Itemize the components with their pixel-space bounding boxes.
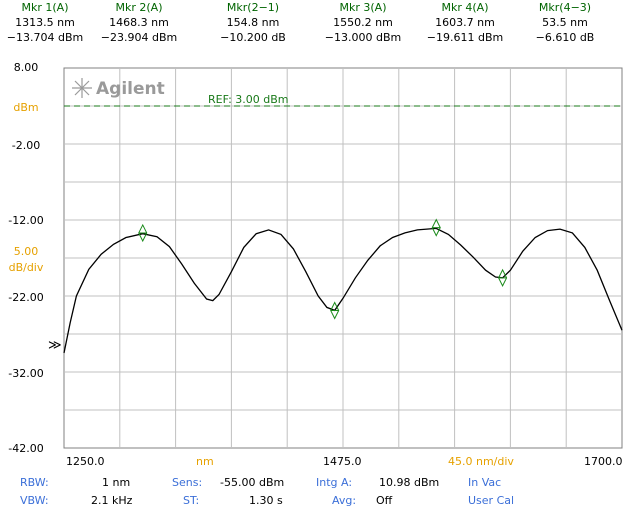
reference-level-label: REF: 3.00 dBm: [208, 93, 289, 106]
marker-4-wavelength: 1603.7 nm: [435, 16, 495, 29]
agilent-logo: Agilent: [72, 78, 165, 99]
marker-3-power: −13.000 dBm: [324, 31, 402, 44]
marker-2-label: Mkr 2(A): [115, 1, 163, 14]
markers-group: [138, 218, 508, 320]
marker-1-power: −13.704 dBm: [6, 31, 84, 44]
vbw-label: VBW:: [20, 494, 49, 507]
marker-delta-43-label: Mkr(4−3): [538, 1, 592, 14]
marker-4-diamond-icon[interactable]: [498, 268, 508, 287]
vacuum-mode[interactable]: In Vac: [468, 476, 502, 489]
y-axis-scale-unit: dB/div: [8, 261, 44, 274]
y-axis-label-minus2: -2.00: [11, 139, 41, 152]
marker-delta-21-readout[interactable]: Mkr(2−1) 154.8 nm −10.200 dB: [208, 0, 298, 45]
y-axis-label-minus32: -32.00: [8, 367, 44, 380]
sensitivity-label: Sens:: [172, 476, 203, 489]
vbw-value[interactable]: 2.1 kHz: [91, 494, 133, 507]
x-axis-unit-label: nm: [196, 455, 214, 468]
marker-2-diamond-icon[interactable]: [330, 301, 340, 320]
rbw-value[interactable]: 1 nm: [102, 476, 131, 489]
reference-arrow-icon: ≫: [48, 338, 62, 353]
marker-1-diamond-icon[interactable]: [138, 223, 148, 243]
x-axis-span-label: 45.0 nm/div: [448, 455, 514, 468]
sweep-time-label: ST:: [183, 494, 200, 507]
average-label: Avg:: [332, 494, 357, 507]
y-axis-label-minus22: -22.00: [8, 291, 44, 304]
marker-1-wavelength: 1313.5 nm: [15, 16, 75, 29]
integral-label: Intg A:: [316, 476, 353, 489]
marker-delta-43-wavelength: 53.5 nm: [542, 16, 588, 29]
x-axis-center-label: 1475.0: [323, 455, 362, 468]
y-axis-top-label: 8.00: [13, 61, 39, 74]
marker-4-power: −19.611 dBm: [426, 31, 504, 44]
marker-1-readout[interactable]: Mkr 1(A) 1313.5 nm −13.704 dBm: [0, 0, 90, 45]
y-axis-scale-value: 5.00: [13, 245, 39, 258]
marker-delta-21-wavelength: 154.8 nm: [226, 16, 280, 29]
y-axis-label-minus12: -12.00: [8, 214, 44, 227]
marker-delta-21-power: −10.200 dB: [220, 31, 286, 44]
marker-2-power: −23.904 dBm: [100, 31, 178, 44]
x-axis-start-label: 1250.0: [66, 455, 105, 468]
marker-2-readout[interactable]: Mkr 2(A) 1468.3 nm −23.904 dBm: [94, 0, 184, 45]
rbw-label: RBW:: [20, 476, 49, 489]
sweep-time-value[interactable]: 1.30 s: [249, 494, 283, 507]
marker-3-label: Mkr 3(A): [339, 1, 387, 14]
marker-2-wavelength: 1468.3 nm: [109, 16, 169, 29]
marker-delta-43-power: −6.610 dB: [535, 31, 595, 44]
marker-1-label: Mkr 1(A): [21, 1, 69, 14]
marker-4-readout[interactable]: Mkr 4(A) 1603.7 nm −19.611 dBm: [420, 0, 510, 45]
agilent-spark-icon: [72, 78, 92, 98]
y-axis-bottom-label: -42.00: [8, 442, 44, 455]
integral-value[interactable]: 10.98 dBm: [379, 476, 440, 489]
marker-3-readout[interactable]: Mkr 3(A) 1550.2 nm −13.000 dBm: [318, 0, 408, 45]
marker-delta-21-label: Mkr(2−1): [226, 1, 280, 14]
x-axis-end-label: 1700.0: [584, 455, 623, 468]
average-value[interactable]: Off: [376, 494, 393, 507]
marker-4-label: Mkr 4(A): [441, 1, 489, 14]
calibration-mode[interactable]: User Cal: [468, 494, 515, 507]
marker-3-diamond-icon[interactable]: [431, 218, 441, 237]
marker-delta-43-readout[interactable]: Mkr(4−3) 53.5 nm −6.610 dB: [520, 0, 610, 45]
sensitivity-value[interactable]: -55.00 dBm: [220, 476, 285, 489]
marker-3-wavelength: 1550.2 nm: [333, 16, 393, 29]
agilent-logo-text: Agilent: [96, 79, 165, 99]
y-axis-unit-label: dBm: [13, 101, 39, 114]
